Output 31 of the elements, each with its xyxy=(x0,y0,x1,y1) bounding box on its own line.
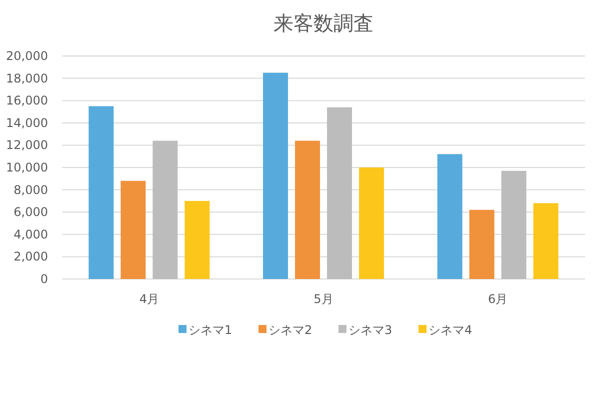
bar xyxy=(152,140,178,279)
y-tick-label: 0 xyxy=(40,272,48,286)
bar xyxy=(263,72,288,279)
x-tick-label: 5月 xyxy=(314,292,334,306)
y-tick-label: 12,000 xyxy=(6,138,48,152)
legend-label: シネマ4 xyxy=(428,323,472,337)
bar xyxy=(120,180,146,279)
y-tick-label: 8,000 xyxy=(14,182,48,197)
bar xyxy=(501,170,526,279)
bar xyxy=(359,168,384,279)
x-tick-label: 4月 xyxy=(139,292,159,306)
legend-label: シネマ2 xyxy=(268,323,312,337)
bar xyxy=(533,203,558,279)
y-tick-label: 16,000 xyxy=(6,94,48,108)
y-tick-label: 6,000 xyxy=(14,205,48,220)
bar xyxy=(295,140,320,279)
y-tick-label: 10,000 xyxy=(6,160,48,174)
y-tick-label: 20,000 xyxy=(6,49,48,63)
bar xyxy=(327,107,352,279)
y-tick-label: 18,000 xyxy=(6,71,48,86)
bar xyxy=(437,154,462,279)
y-tick-label: 4,000 xyxy=(14,227,48,242)
bar xyxy=(88,106,114,279)
bar xyxy=(184,200,210,279)
legend-label: シネマ3 xyxy=(348,323,392,337)
y-tick-label: 14,000 xyxy=(6,116,48,130)
x-tick-label: 6月 xyxy=(488,292,508,306)
chart-title: 来客数調査 xyxy=(274,11,374,35)
y-tick-label: 2,000 xyxy=(14,250,48,264)
bar xyxy=(469,210,494,279)
legend-label: シネマ1 xyxy=(188,323,232,337)
